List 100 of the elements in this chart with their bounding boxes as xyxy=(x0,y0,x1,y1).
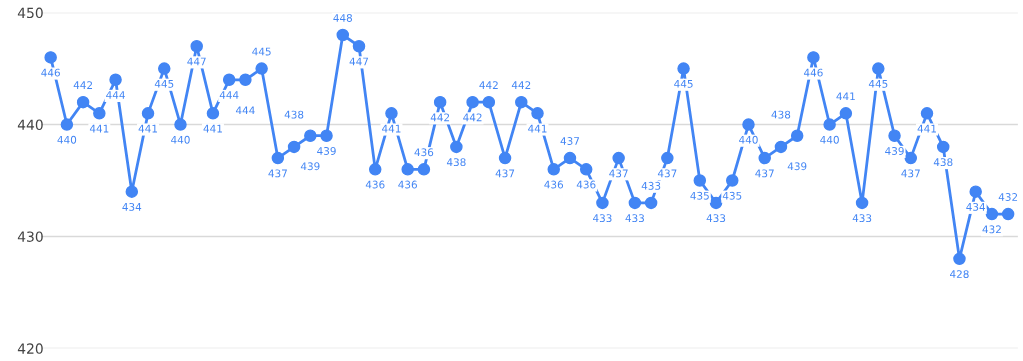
point xyxy=(60,118,74,131)
point xyxy=(774,140,788,154)
data-label: 440 xyxy=(739,135,758,144)
data-label: 445 xyxy=(674,80,693,88)
point xyxy=(368,163,382,176)
data-label: 440 xyxy=(171,135,190,144)
data-label: 437 xyxy=(901,169,920,178)
data-label: 434 xyxy=(966,202,986,211)
data-label: 433 xyxy=(593,214,612,223)
data-label: 436 xyxy=(365,180,385,189)
point xyxy=(109,73,122,87)
data-label: 447 xyxy=(187,57,206,66)
point xyxy=(158,62,171,75)
point xyxy=(661,151,674,165)
point xyxy=(726,174,739,187)
data-label: 440 xyxy=(820,135,839,144)
point xyxy=(385,107,398,120)
point xyxy=(482,95,496,109)
point xyxy=(190,39,203,53)
data-label: 435 xyxy=(722,191,742,200)
point xyxy=(888,129,901,142)
data-label: 436 xyxy=(398,180,417,189)
point xyxy=(547,163,560,176)
data-label: 437 xyxy=(495,169,515,178)
point xyxy=(936,140,950,154)
point xyxy=(969,185,982,198)
point xyxy=(174,118,187,131)
data-label: 445 xyxy=(252,47,271,56)
data-label: 436 xyxy=(414,148,434,157)
data-label: 438 xyxy=(771,110,791,119)
data-label: 439 xyxy=(300,162,320,171)
point xyxy=(206,107,220,120)
data-label: 437 xyxy=(755,169,774,178)
point xyxy=(839,107,853,120)
point xyxy=(531,107,544,120)
data-label: 448 xyxy=(333,14,352,22)
data-label: 439 xyxy=(885,147,904,155)
point xyxy=(563,151,577,165)
data-label: 441 xyxy=(528,124,547,133)
data-label: 439 xyxy=(787,162,807,171)
data-label: 440 xyxy=(57,135,77,144)
data-label: 442 xyxy=(463,113,482,122)
data-label: 435 xyxy=(690,191,709,200)
data-label: 441 xyxy=(203,124,222,133)
point xyxy=(93,107,106,120)
point xyxy=(953,252,966,266)
data-label: 434 xyxy=(122,202,142,211)
data-label: 438 xyxy=(284,110,304,119)
point xyxy=(498,151,512,165)
point xyxy=(125,185,139,198)
data-label: 441 xyxy=(836,92,855,101)
point xyxy=(677,62,690,75)
point xyxy=(433,95,447,109)
point xyxy=(628,196,642,210)
data-label: 433 xyxy=(706,214,726,223)
y-tick-label: 450 xyxy=(17,7,43,19)
point xyxy=(612,151,625,165)
point xyxy=(709,196,723,210)
data-label: 433 xyxy=(852,214,872,223)
data-label: 445 xyxy=(868,80,888,88)
point xyxy=(596,196,609,210)
data-label: 437 xyxy=(560,137,580,145)
point xyxy=(1001,207,1015,221)
point xyxy=(693,174,707,187)
y-tick-label: 430 xyxy=(17,231,43,242)
data-label: 432 xyxy=(998,193,1018,201)
point xyxy=(579,163,593,176)
point xyxy=(904,151,918,165)
data-label: 436 xyxy=(576,180,596,189)
data-label: 441 xyxy=(89,124,109,133)
data-label: 441 xyxy=(382,124,401,133)
point xyxy=(255,62,268,75)
point xyxy=(855,196,869,210)
data-label: 445 xyxy=(154,80,174,88)
point xyxy=(742,118,755,131)
data-label: 438 xyxy=(933,158,953,167)
point xyxy=(644,196,658,210)
point xyxy=(76,95,90,109)
data-label: 432 xyxy=(982,225,1001,234)
data-label: 442 xyxy=(511,81,531,89)
data-label: 428 xyxy=(950,270,969,279)
data-label: 436 xyxy=(544,180,564,189)
point xyxy=(304,129,317,142)
point xyxy=(141,107,155,120)
point xyxy=(287,140,301,154)
data-label: 437 xyxy=(268,169,287,178)
point xyxy=(466,95,479,109)
point xyxy=(336,28,350,42)
point xyxy=(515,95,528,109)
data-label: 444 xyxy=(235,106,255,115)
data-label: 444 xyxy=(219,91,239,99)
point xyxy=(320,129,333,142)
point xyxy=(985,207,999,221)
data-label: 441 xyxy=(138,124,158,133)
data-label: 437 xyxy=(609,169,628,178)
point xyxy=(790,129,804,142)
data-label: 444 xyxy=(106,91,125,99)
point xyxy=(807,51,820,64)
data-label: 441 xyxy=(917,124,936,133)
point xyxy=(271,151,285,165)
